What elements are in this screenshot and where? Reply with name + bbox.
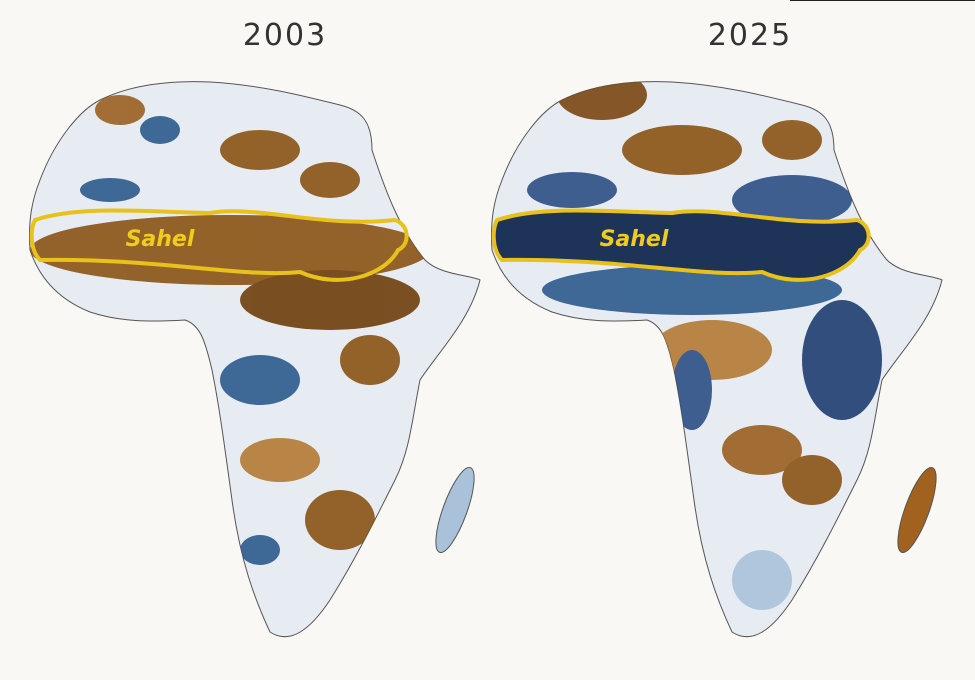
year-label: 2003 (243, 18, 327, 53)
map-2003: 2003 Sahel (28, 18, 481, 638)
map-2025: 2025 Sahel (490, 18, 943, 638)
region-label: Sahel (600, 227, 669, 252)
region-label: Sahel (126, 227, 195, 252)
year-label: 2025 (708, 18, 792, 53)
